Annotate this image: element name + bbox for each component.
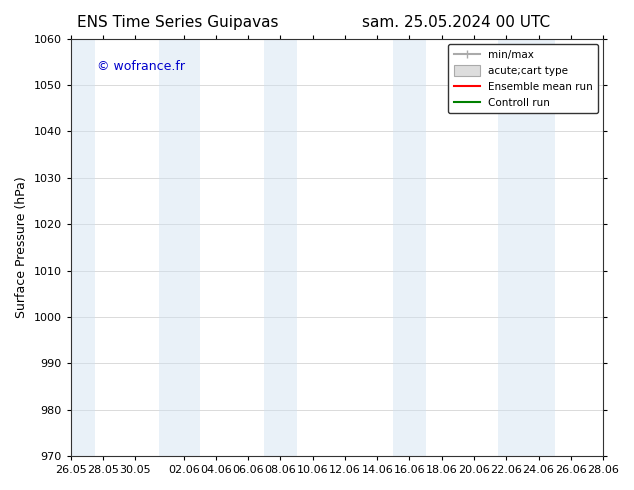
Text: © wofrance.fr: © wofrance.fr xyxy=(98,60,185,73)
Legend: min/max, acute;cart type, Ensemble mean run, Controll run: min/max, acute;cart type, Ensemble mean … xyxy=(448,44,598,113)
Text: sam. 25.05.2024 00 UTC: sam. 25.05.2024 00 UTC xyxy=(363,15,550,30)
Text: ENS Time Series Guipavas: ENS Time Series Guipavas xyxy=(77,15,278,30)
Bar xyxy=(264,39,297,456)
Bar xyxy=(393,39,425,456)
Bar xyxy=(71,39,95,456)
Bar xyxy=(498,39,555,456)
Bar xyxy=(159,39,200,456)
Y-axis label: Surface Pressure (hPa): Surface Pressure (hPa) xyxy=(15,176,28,318)
